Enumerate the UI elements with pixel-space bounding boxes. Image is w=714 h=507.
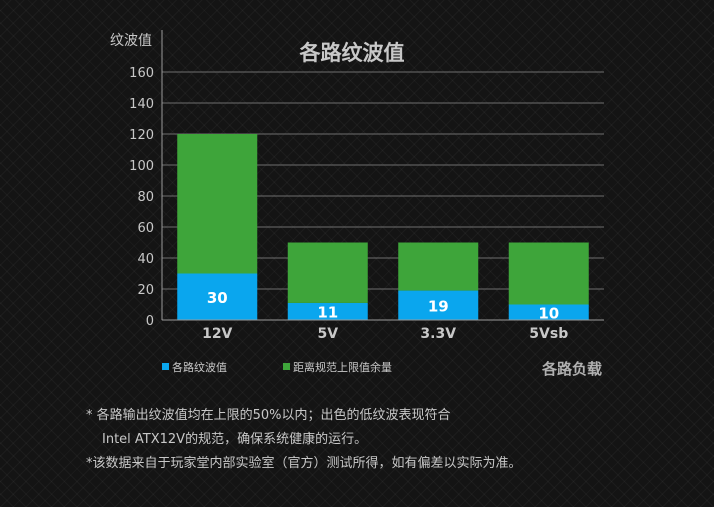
x-axis-label: 各路负载 [541, 360, 602, 378]
bar-segment-0 [287, 302, 368, 320]
bar-value-label: 19 [428, 297, 449, 315]
y-tick-label: 60 [137, 221, 154, 236]
x-tick-label: 12V [202, 326, 232, 342]
chart-title: 各路纹波值 [299, 41, 405, 65]
x-tick-label: 5Vsb [529, 326, 568, 342]
bar-segment-1 [398, 242, 479, 291]
bars: 30 11 19 10 [177, 134, 589, 322]
legend-swatch [162, 363, 169, 370]
x-tick-label: 3.3V [420, 326, 456, 342]
bar-value-label: 10 [538, 304, 559, 322]
footnote-line-1: * 各路输出纹波值均在上限的50%以内；出色的低纹波表现符合 [86, 408, 451, 423]
bar-segment-1 [287, 242, 368, 303]
bar-segment-0 [398, 290, 479, 320]
y-tick-label: 160 [129, 66, 154, 81]
y-axis-ticks: 0 20 40 60 80 100 120 140 160 [129, 66, 154, 329]
y-tick-label: 40 [137, 252, 154, 267]
x-tick-label: 5V [317, 326, 338, 342]
y-tick-label: 20 [137, 283, 154, 298]
y-tick-label: 120 [129, 128, 154, 143]
y-axis-label: 纹波值 [110, 33, 152, 49]
y-tick-label: 100 [129, 159, 154, 174]
bar-value-label: 30 [207, 289, 228, 307]
ripple-chart: 0 20 40 60 80 100 120 140 160 30 11 19 10 12V 5V 3.3V… [110, 30, 604, 378]
bar-segment-0 [508, 304, 589, 320]
footnotes: * 各路输出纹波值均在上限的50%以内；出色的低纹波表现符合 Intel ATX… [86, 404, 522, 476]
bar-segment-1 [177, 134, 258, 274]
bar-segment-0 [177, 273, 258, 320]
legend-swatch [283, 363, 290, 370]
legend-label: 各路纹波值 [172, 360, 227, 374]
bar-segment-1 [508, 242, 589, 305]
footnote-line-2: Intel ATX12V的规范，确保系统健康的运行。 [102, 432, 368, 447]
footnote-line-3: *该数据来自于玩家堂内部实验室（官方）测试所得，如有偏差以实际为准。 [86, 456, 522, 471]
bar-value-label: 11 [317, 303, 338, 321]
legend-label: 距离规范上限值余量 [293, 360, 392, 374]
y-tick-label: 80 [137, 190, 154, 205]
x-axis-ticks: 12V 5V 3.3V 5Vsb [202, 326, 568, 342]
y-tick-label: 0 [146, 314, 154, 329]
y-tick-label: 140 [129, 97, 154, 112]
legend: 各路纹波值 距离规范上限值余量 [162, 360, 392, 374]
